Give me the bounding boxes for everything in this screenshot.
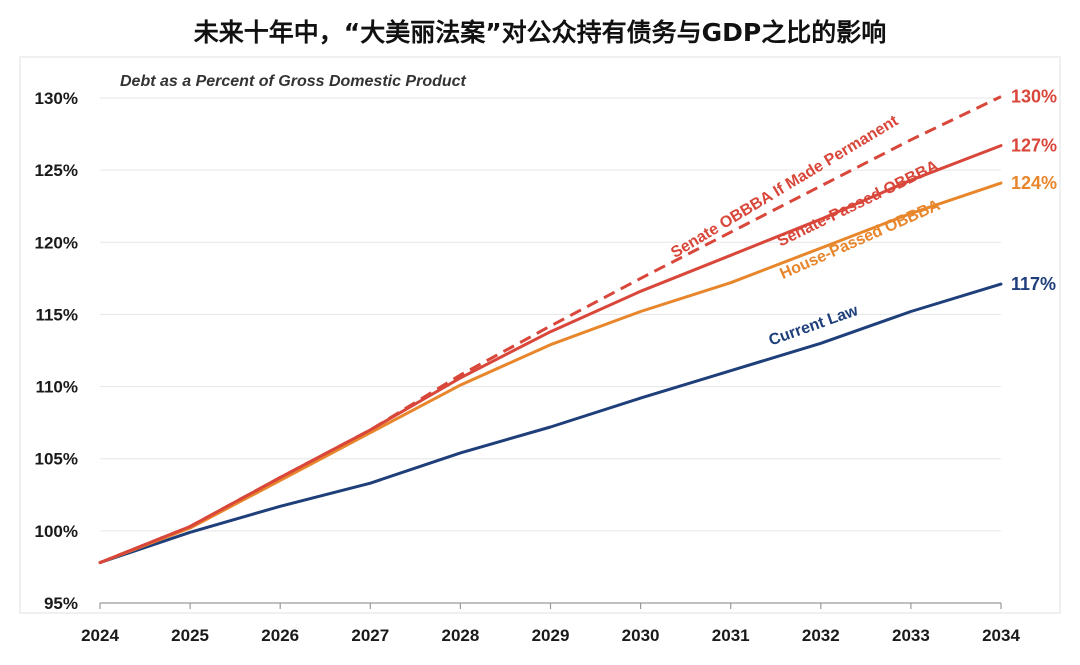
y-tick-label: 130% xyxy=(35,89,78,108)
x-tick-label: 2033 xyxy=(892,626,930,645)
x-tick-label: 2027 xyxy=(351,626,389,645)
x-tick-label: 2032 xyxy=(802,626,840,645)
y-tick-label: 115% xyxy=(35,305,78,324)
series-line-senate-obbba-if-made-permanent xyxy=(99,95,1002,564)
x-tick-label: 2031 xyxy=(712,626,750,645)
x-tick-label: 2024 xyxy=(81,626,119,645)
series-label-current-law: Current Law xyxy=(767,302,861,349)
end-value-label-senate-obbba-if-made-permanent: 130% xyxy=(1011,87,1057,107)
axes: 95% 100% 105% 110% 115% 120% 125% 130% 2024 2025 2… xyxy=(35,89,1021,645)
end-value-label-current-law: 117% xyxy=(1011,274,1056,294)
y-tick-label: 95% xyxy=(44,594,78,613)
x-tick-label: 2029 xyxy=(532,626,570,645)
x-tick-label: 2025 xyxy=(171,626,209,645)
series-line-senate-passed-obbba xyxy=(98,144,1003,565)
page-title: 未来十年中，“大美丽法案”对公众持有债务与GDP之比的影响 xyxy=(193,18,887,47)
series-line-current-law xyxy=(98,282,1003,565)
x-tick-label: 2026 xyxy=(261,626,299,645)
end-value-label-senate-passed-obbba: 127% xyxy=(1011,136,1057,156)
series-lines xyxy=(98,95,1003,565)
y-tick-label: 125% xyxy=(35,161,78,180)
end-value-label-house-passed-obbba: 124% xyxy=(1011,173,1057,193)
x-tick-label: 2034 xyxy=(982,626,1020,645)
series-line-house-passed-obbba xyxy=(98,181,1003,565)
y-tick-label: 120% xyxy=(35,233,78,252)
plot-area-border xyxy=(19,56,1061,614)
y-tick-label: 110% xyxy=(35,378,78,397)
y-tick-label: 105% xyxy=(35,450,78,469)
x-tick-label: 2030 xyxy=(622,626,660,645)
y-tick-label: 100% xyxy=(35,522,78,541)
x-tick-label: 2028 xyxy=(441,626,479,645)
chart-subtitle: Debt as a Percent of Gross Domestic Prod… xyxy=(120,73,467,90)
